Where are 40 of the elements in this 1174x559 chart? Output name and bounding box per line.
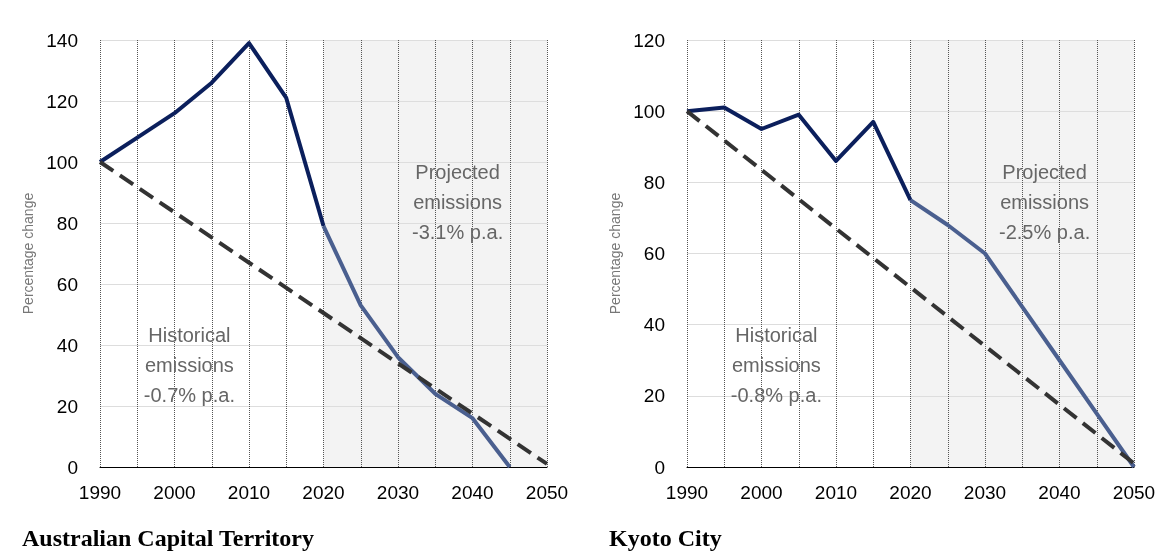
y-tick-label: 0	[67, 456, 78, 478]
y-tick-label: 60	[643, 243, 665, 264]
y-axis-title: Percentage change	[607, 192, 624, 315]
text: Australian Capital Territory	[22, 525, 314, 552]
x-tick-label: 2050	[1112, 482, 1156, 503]
y-tick-label: 20	[56, 395, 78, 417]
y-tick-label: 100	[46, 151, 78, 173]
y-tick-label: 140	[46, 29, 78, 51]
annotation: Historical emissions -0.7% p.a.	[143, 323, 235, 406]
annotation: Historical emissions -0.8% p.a.	[730, 323, 822, 406]
y-axis-title: Percentage change	[20, 192, 37, 315]
y-tick-label: 60	[56, 273, 78, 295]
y-tick-label: 100	[633, 100, 665, 122]
x-tick-label: 1990	[665, 482, 709, 503]
x-tick-label: 2010	[814, 482, 858, 503]
y-tick-label: 80	[56, 212, 78, 234]
x-tick-label: 2040	[1038, 482, 1081, 503]
x-tick-label: 2030	[376, 482, 420, 503]
x-tick-label: 2050	[525, 482, 569, 503]
x-tick-label: 2020	[302, 482, 345, 503]
line-series	[685, 105, 913, 203]
x-tick-label: 2020	[889, 482, 932, 503]
x-tick-label: 2040	[451, 482, 494, 503]
x-tick-label: 1990	[78, 482, 122, 503]
line-series	[321, 224, 512, 469]
line-series	[98, 41, 326, 229]
y-tick-label: 120	[633, 29, 665, 51]
text: Kyoto City	[609, 525, 722, 552]
y-tick-label: 40	[643, 314, 665, 336]
x-tick-label: 2000	[153, 482, 196, 503]
y-tick-label: 80	[643, 171, 665, 193]
y-tick-label: 0	[654, 456, 665, 478]
annotation: Projected emissions -3.1% p.a.	[412, 161, 504, 244]
annotation: Projected emissions -2.5% p.a.	[999, 161, 1091, 244]
x-tick-label: 2010	[227, 482, 271, 503]
y-tick-label: 40	[56, 334, 78, 356]
y-tick-label: 120	[46, 90, 78, 112]
x-tick-label: 2000	[740, 482, 783, 503]
x-tick-label: 2030	[963, 482, 1007, 503]
y-tick-label: 20	[643, 385, 665, 407]
